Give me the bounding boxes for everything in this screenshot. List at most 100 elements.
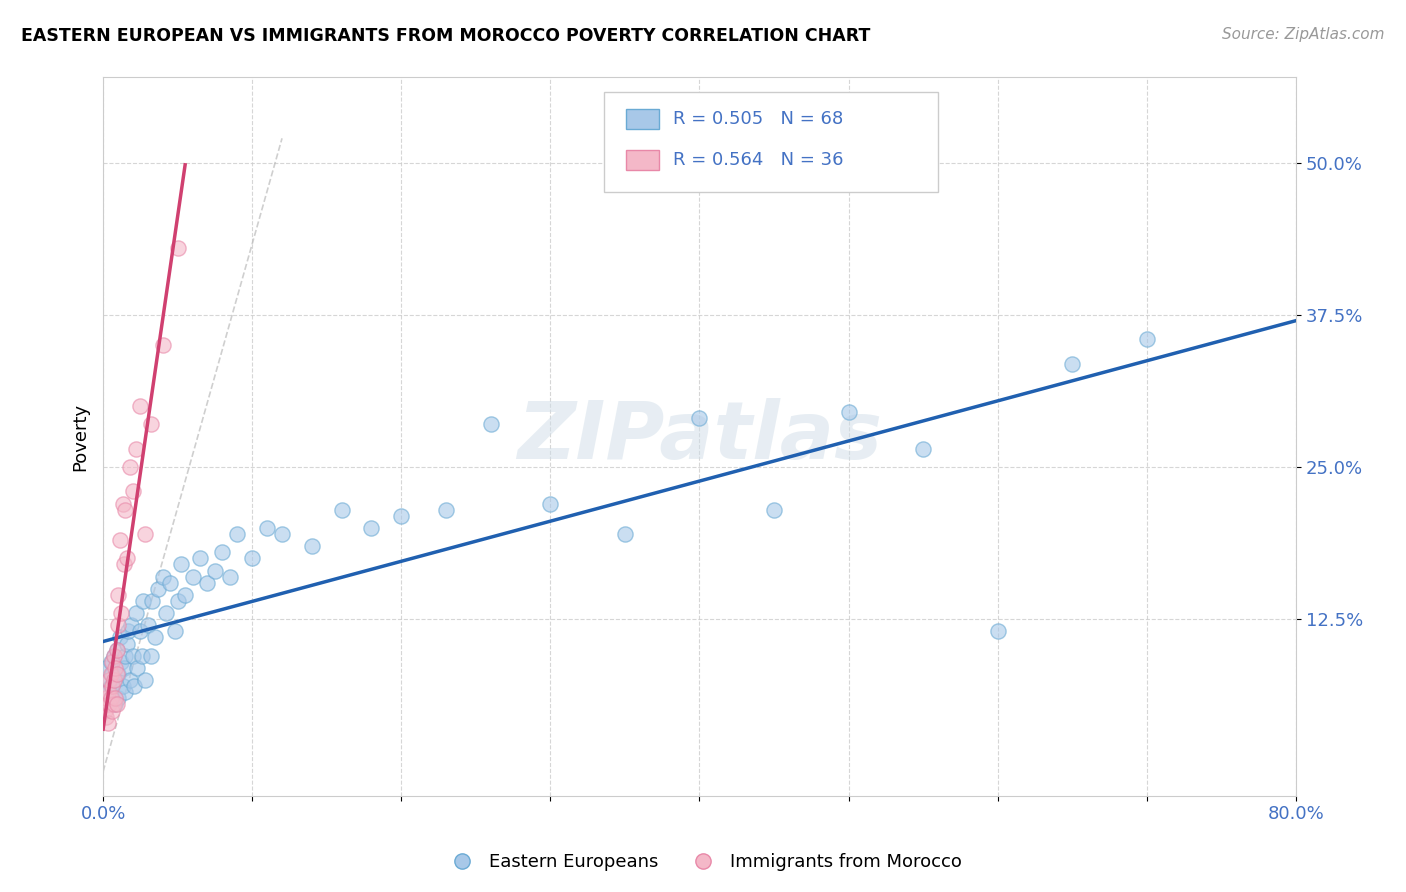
Point: [104, 691, 127, 706]
Point: [762, 502, 785, 516]
Point: [107, 618, 129, 632]
Point: [110, 606, 132, 620]
Point: [107, 588, 129, 602]
Point: [98, 698, 121, 712]
Point: [103, 648, 125, 663]
Point: [101, 667, 124, 681]
Point: [129, 624, 152, 639]
Point: [256, 521, 278, 535]
Point: [104, 661, 127, 675]
Point: [94, 709, 117, 723]
Point: [112, 558, 135, 572]
Point: [100, 679, 122, 693]
Point: [114, 685, 136, 699]
Point: [114, 502, 136, 516]
Point: [124, 679, 146, 693]
Point: [105, 642, 128, 657]
Point: [204, 564, 226, 578]
Point: [1062, 357, 1084, 371]
Point: [301, 539, 323, 553]
Point: [838, 405, 860, 419]
Point: [122, 648, 145, 663]
Point: [101, 691, 124, 706]
Point: [100, 691, 122, 706]
Y-axis label: Poverty: Poverty: [72, 402, 89, 471]
Point: [218, 569, 240, 583]
Point: [103, 673, 125, 687]
Point: [97, 685, 120, 699]
Text: EASTERN EUROPEAN VS IMMIGRANTS FROM MOROCCO POVERTY CORRELATION CHART: EASTERN EUROPEAN VS IMMIGRANTS FROM MORO…: [21, 27, 870, 45]
Point: [136, 618, 159, 632]
Point: [389, 508, 412, 523]
Text: ZIPatlas: ZIPatlas: [517, 398, 882, 475]
Point: [134, 673, 156, 687]
Point: [117, 624, 139, 639]
Point: [360, 521, 382, 535]
Point: [141, 594, 163, 608]
Point: [114, 648, 136, 663]
Point: [139, 417, 162, 432]
Point: [271, 527, 294, 541]
Point: [174, 588, 197, 602]
Point: [987, 624, 1010, 639]
Point: [111, 679, 134, 693]
Point: [104, 698, 127, 712]
Point: [197, 575, 219, 590]
Point: [240, 551, 263, 566]
Point: [107, 691, 129, 706]
Point: [166, 241, 188, 255]
Point: [101, 679, 124, 693]
Point: [94, 691, 117, 706]
Point: [108, 533, 131, 547]
Point: [188, 551, 211, 566]
Point: [152, 569, 174, 583]
Point: [613, 527, 636, 541]
Point: [115, 636, 138, 650]
Point: [912, 442, 935, 456]
Point: [93, 704, 115, 718]
Point: [103, 698, 125, 712]
Point: [155, 606, 177, 620]
Point: [118, 673, 141, 687]
Point: [98, 673, 121, 687]
Point: [101, 704, 124, 718]
Point: [108, 631, 131, 645]
Point: [120, 618, 142, 632]
Point: [330, 502, 353, 516]
Text: R = 0.505   N = 68: R = 0.505 N = 68: [673, 110, 844, 128]
Point: [115, 551, 138, 566]
Point: [97, 685, 120, 699]
Point: [127, 661, 149, 675]
Legend: Eastern Europeans, Immigrants from Morocco: Eastern Europeans, Immigrants from Moroc…: [436, 847, 970, 879]
Point: [139, 648, 162, 663]
Point: [107, 667, 129, 681]
Point: [98, 673, 121, 687]
Point: [125, 442, 148, 456]
Point: [211, 545, 233, 559]
Point: [105, 667, 128, 681]
Point: [101, 655, 124, 669]
Point: [132, 594, 155, 608]
Point: [163, 624, 186, 639]
Point: [129, 399, 152, 413]
Point: [103, 648, 125, 663]
FancyBboxPatch shape: [626, 109, 659, 129]
Point: [1136, 332, 1159, 346]
Point: [434, 502, 457, 516]
Point: [112, 661, 135, 675]
Point: [226, 527, 249, 541]
Point: [538, 497, 561, 511]
Point: [122, 484, 145, 499]
Point: [105, 642, 128, 657]
Point: [125, 606, 148, 620]
FancyBboxPatch shape: [626, 150, 659, 170]
Point: [143, 631, 166, 645]
Point: [111, 497, 134, 511]
Point: [104, 673, 127, 687]
Point: [479, 417, 502, 432]
Point: [148, 582, 170, 596]
Point: [181, 569, 204, 583]
Point: [159, 575, 181, 590]
Point: [94, 661, 117, 675]
Point: [105, 698, 128, 712]
